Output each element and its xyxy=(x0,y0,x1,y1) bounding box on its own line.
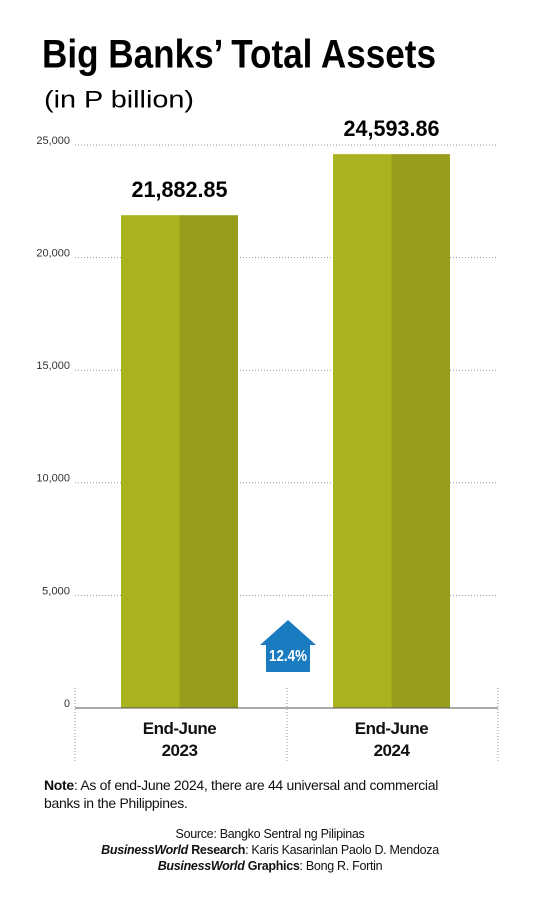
y-tick-label: 20,000 xyxy=(36,248,70,260)
y-tick-label: 10,000 xyxy=(36,473,70,485)
bar xyxy=(333,154,450,709)
note-text: : As of end-June 2024, there are 44 univ… xyxy=(44,777,439,811)
value-label: 21,882.85 xyxy=(132,177,228,202)
y-tick-label: 5,000 xyxy=(42,585,70,597)
value-label: 24,593.86 xyxy=(344,116,440,141)
credit-role: BusinessWorld xyxy=(101,843,189,857)
credit-role: Research xyxy=(188,843,246,857)
bar-right xyxy=(179,215,238,708)
credit-name: : Bangko Sentral ng Pilipinas xyxy=(213,827,365,841)
credit-name: : Bong R. Fortin xyxy=(299,859,383,873)
y-tick-label: 25,000 xyxy=(36,135,70,147)
credit-line: Source: Bangko Sentral ng Pilipinas xyxy=(0,826,540,842)
x-tick-label: End-June 2023 xyxy=(142,719,217,760)
credit-name: : Karis Kasarinlan Paolo D. Mendoza xyxy=(245,843,439,857)
credit-line: BusinessWorld Research: Karis Kasarinlan… xyxy=(0,842,540,858)
chart-subtitle: (in P billion) xyxy=(44,86,194,113)
note: Note: As of end-June 2024, there are 44 … xyxy=(44,776,464,812)
credit-line: BusinessWorld Graphics: Bong R. Fortin xyxy=(0,858,540,874)
chart-title: Big Banks’ Total Assets xyxy=(42,33,436,77)
y-tick-label: 15,000 xyxy=(36,360,70,372)
credits: Source: Bangko Sentral ng Pilipinas Busi… xyxy=(0,826,540,874)
credit-role: Graphics xyxy=(244,859,300,873)
growth-arrow xyxy=(260,620,316,672)
y-tick-label: 0 xyxy=(64,698,70,710)
credit-role: BusinessWorld xyxy=(157,859,245,873)
note-label: Note xyxy=(44,777,74,793)
credit-role: Source xyxy=(175,827,214,841)
growth-label: 12.4% xyxy=(269,648,307,665)
bar-left xyxy=(333,154,393,709)
bar xyxy=(121,215,238,708)
bar-left xyxy=(121,215,181,708)
bar-right xyxy=(391,154,450,709)
x-tick-label: End-June 2024 xyxy=(354,719,429,760)
